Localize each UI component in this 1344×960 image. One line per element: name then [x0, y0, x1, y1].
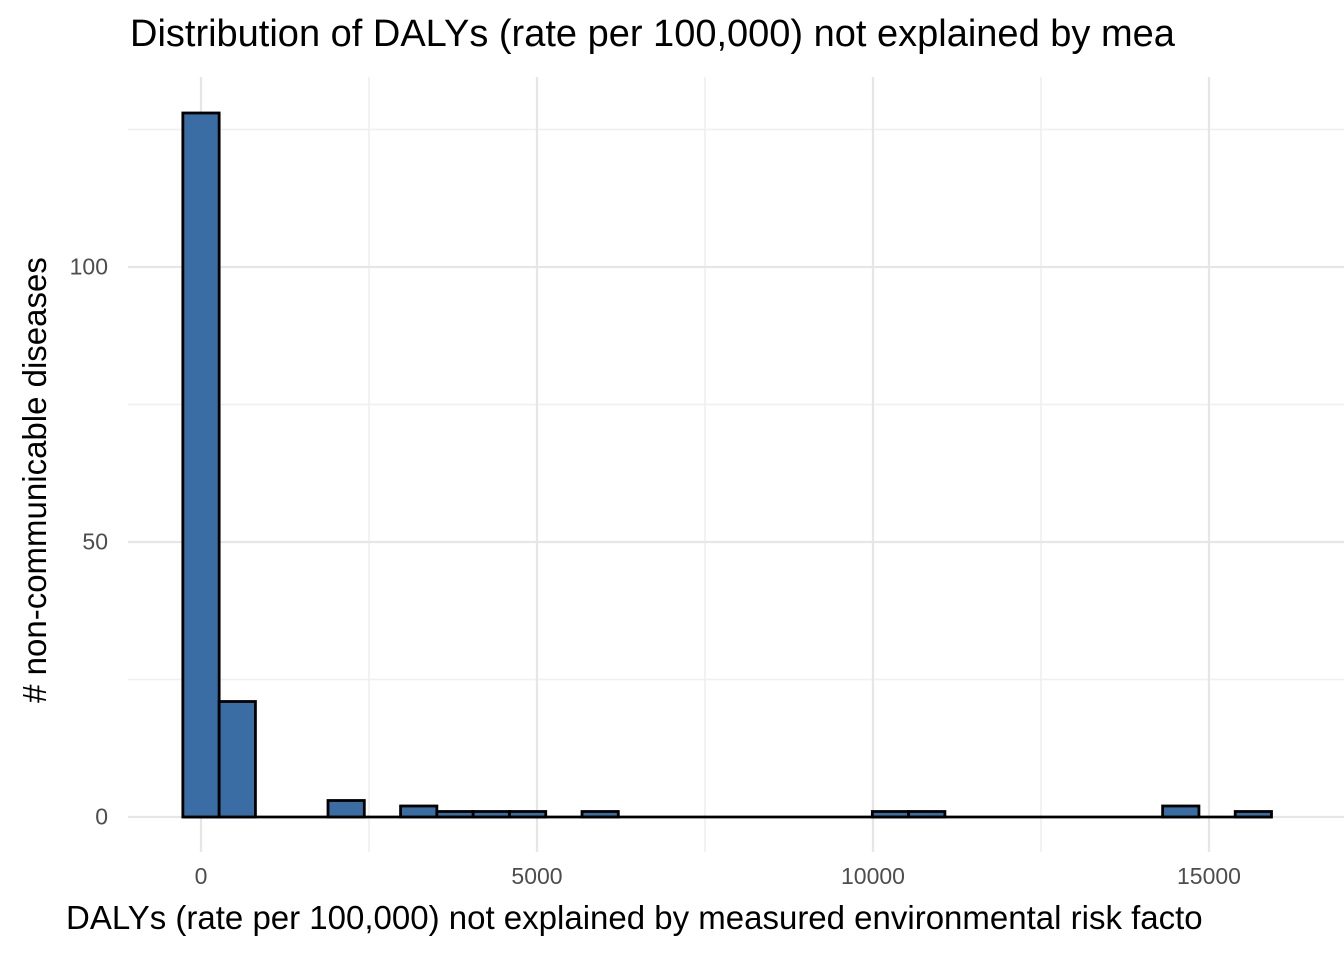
y-tick-label: 50: [82, 529, 108, 555]
chart-title: Distribution of DALYs (rate per 100,000)…: [130, 13, 1175, 55]
histogram-bar: [435, 810, 475, 819]
histogram-bar: [508, 810, 548, 819]
histogram-bar: [217, 700, 257, 819]
y-tick-label: 0: [95, 804, 108, 830]
histogram-bar: [1161, 804, 1201, 819]
histogram-bar: [580, 810, 620, 819]
x-tick-label: 10000: [841, 863, 905, 889]
histogram-bar: [181, 111, 221, 819]
x-tick-label: 15000: [1177, 863, 1241, 889]
x-tick-label: 5000: [511, 863, 562, 889]
y-tick-label: 100: [70, 254, 108, 280]
histogram-bar: [907, 810, 947, 819]
histogram-bar: [471, 810, 511, 819]
x-axis-title: DALYs (rate per 100,000) not explained b…: [66, 899, 1203, 936]
histogram-bar: [399, 804, 439, 819]
x-tick-label: 0: [195, 863, 208, 889]
y-axis-title: # non-communicable diseases: [16, 257, 53, 703]
histogram-bar: [870, 810, 911, 819]
histogram-bar: [1233, 810, 1273, 819]
histogram-bar: [326, 799, 366, 819]
